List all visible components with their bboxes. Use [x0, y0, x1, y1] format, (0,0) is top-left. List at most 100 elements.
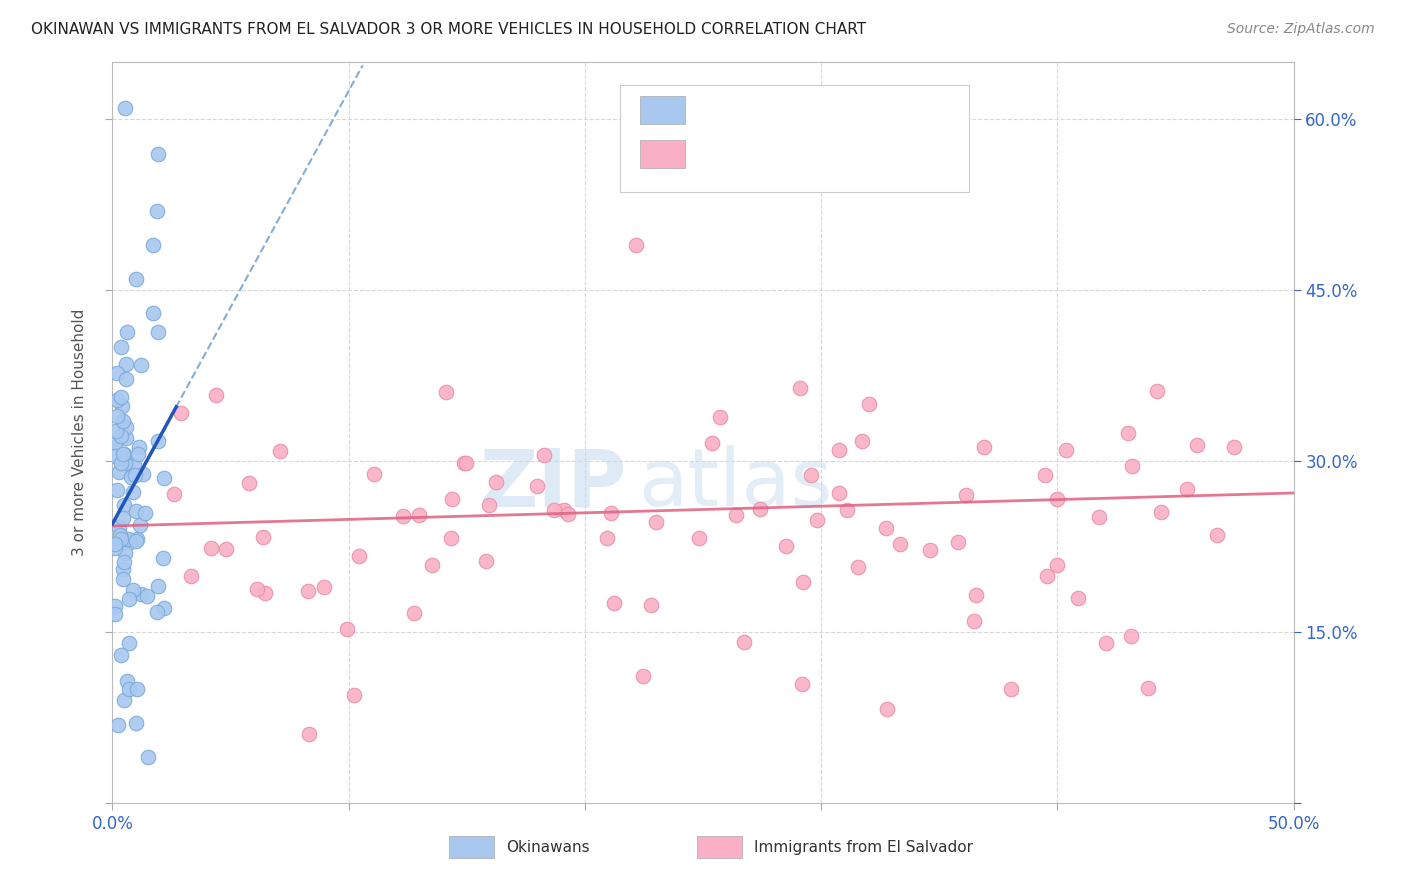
- Point: [105, 483, 128, 497]
- Point: [475, 553, 498, 567]
- Point: [110, 648, 132, 662]
- Point: [557, 507, 579, 521]
- Point: [115, 673, 138, 688]
- Point: [124, 716, 146, 731]
- Point: [114, 545, 136, 559]
- Point: [800, 468, 823, 483]
- Point: [312, 580, 335, 594]
- Point: [946, 534, 969, 549]
- Point: [724, 508, 747, 523]
- Point: [858, 397, 880, 411]
- Point: [125, 533, 148, 548]
- Text: R =  0.277: R = 0.277: [703, 100, 799, 118]
- Point: [104, 599, 127, 613]
- Point: [1054, 443, 1077, 458]
- Point: [700, 435, 723, 450]
- Point: [122, 458, 145, 472]
- Point: [127, 447, 149, 461]
- Point: [104, 436, 127, 450]
- Point: [478, 498, 501, 512]
- Point: [110, 429, 132, 443]
- Point: [827, 442, 849, 457]
- Point: [1046, 558, 1069, 572]
- Point: [112, 692, 135, 706]
- Point: [110, 456, 132, 470]
- Point: [131, 358, 153, 372]
- Point: [1137, 681, 1160, 695]
- Point: [408, 508, 430, 522]
- Point: [1116, 426, 1139, 441]
- Point: [526, 479, 548, 493]
- Point: [142, 237, 165, 252]
- Point: [955, 488, 977, 502]
- Text: Immigrants from El Salvador: Immigrants from El Salvador: [754, 839, 973, 855]
- Point: [790, 677, 813, 691]
- Point: [875, 520, 897, 534]
- Point: [146, 579, 169, 593]
- Point: [107, 393, 129, 408]
- Point: [441, 491, 464, 506]
- Point: [1150, 505, 1173, 519]
- Point: [117, 532, 139, 546]
- Point: [125, 503, 148, 517]
- Point: [846, 560, 869, 574]
- Bar: [449, 836, 494, 858]
- Point: [1121, 629, 1143, 643]
- Point: [246, 582, 269, 597]
- Point: [152, 551, 174, 566]
- Point: [125, 272, 148, 286]
- Point: [626, 237, 648, 252]
- Point: [215, 541, 238, 556]
- Point: [146, 605, 169, 619]
- Point: [828, 486, 851, 500]
- Point: [343, 688, 366, 702]
- Point: [118, 535, 141, 549]
- Point: [1045, 491, 1067, 506]
- Point: [110, 533, 132, 547]
- Point: [125, 532, 148, 546]
- Text: R =  0.054: R = 0.054: [703, 145, 799, 162]
- Point: [108, 528, 131, 542]
- Point: [115, 325, 138, 339]
- Point: [124, 467, 146, 482]
- Point: [644, 515, 666, 529]
- Point: [485, 475, 508, 489]
- Point: [1033, 468, 1056, 483]
- Point: [533, 449, 555, 463]
- Point: [599, 506, 621, 520]
- Point: [973, 440, 995, 454]
- Text: N = 77: N = 77: [851, 100, 918, 118]
- Y-axis label: 3 or more Vehicles in Household: 3 or more Vehicles in Household: [72, 309, 87, 557]
- Point: [114, 430, 136, 444]
- Point: [105, 409, 128, 424]
- Point: [733, 635, 755, 649]
- Point: [110, 340, 132, 354]
- Point: [104, 541, 127, 555]
- Point: [1187, 438, 1209, 452]
- Point: [640, 598, 662, 612]
- Text: Okinawans: Okinawans: [506, 839, 589, 855]
- Point: [104, 434, 127, 449]
- Point: [238, 476, 260, 491]
- Point: [104, 450, 127, 464]
- Point: [105, 366, 128, 380]
- Point: [1146, 384, 1168, 398]
- Point: [110, 390, 132, 404]
- Point: [112, 555, 135, 569]
- Point: [965, 588, 987, 602]
- Point: [349, 549, 371, 564]
- Point: [180, 569, 202, 583]
- Point: [336, 622, 359, 636]
- Point: [633, 669, 655, 683]
- Point: [1206, 528, 1229, 542]
- Bar: [640, 140, 685, 169]
- Point: [1095, 636, 1118, 650]
- Point: [297, 583, 319, 598]
- Point: [252, 530, 274, 544]
- Point: [298, 727, 321, 741]
- Point: [125, 681, 148, 696]
- Bar: [640, 95, 685, 124]
- Point: [111, 511, 134, 525]
- Point: [1067, 591, 1090, 606]
- Text: ZIP: ZIP: [479, 445, 626, 524]
